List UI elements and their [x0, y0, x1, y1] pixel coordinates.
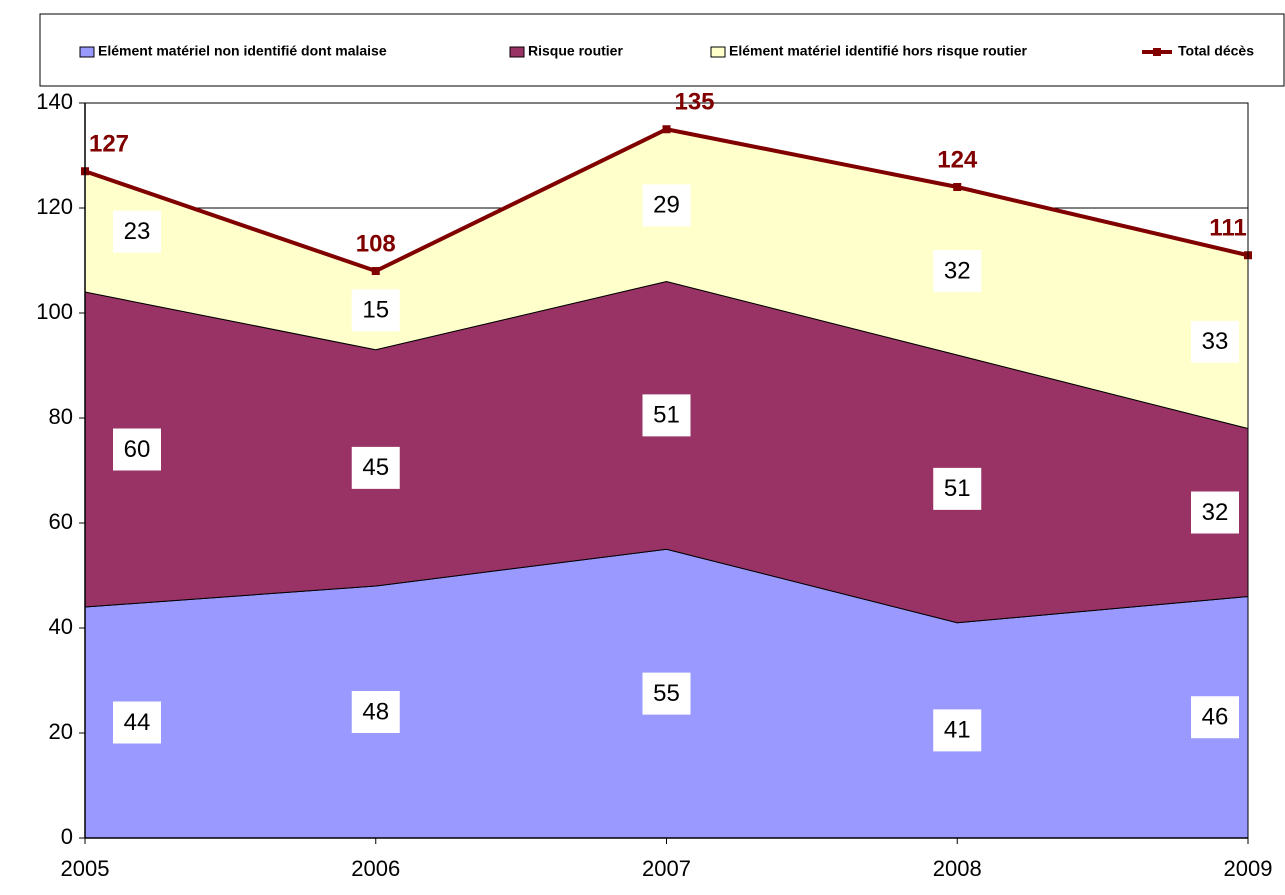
- x-tick-label: 2009: [1224, 856, 1273, 881]
- total-label: 124: [937, 146, 978, 173]
- data-label: 33: [1202, 328, 1229, 355]
- y-tick-label: 100: [36, 299, 73, 324]
- y-tick-label: 60: [49, 509, 73, 534]
- legend-marker: [1153, 48, 1161, 56]
- data-label: 51: [944, 475, 971, 502]
- data-label-box: [642, 184, 691, 227]
- y-tick-label: 120: [36, 194, 73, 219]
- data-label-box: [113, 428, 161, 471]
- y-tick-label: 20: [49, 719, 73, 744]
- data-label-box: [351, 691, 400, 733]
- legend-label: Total décès: [1178, 43, 1254, 59]
- legend-swatch: [79, 46, 95, 58]
- total-label: 111: [1209, 215, 1246, 242]
- legend-box: [39, 13, 1285, 87]
- data-label: 48: [362, 698, 389, 725]
- y-tick-label: 140: [36, 89, 73, 114]
- data-label-box: [933, 250, 982, 292]
- y-tick-label: 40: [49, 614, 73, 639]
- data-label-box: [351, 446, 400, 489]
- y-tick-label: 0: [61, 824, 73, 849]
- line-marker: [662, 125, 671, 134]
- legend-swatch: [710, 46, 726, 58]
- legend-swatch: [509, 46, 525, 58]
- data-label-box: [933, 467, 982, 510]
- data-label: 32: [944, 257, 971, 284]
- data-label: 51: [653, 402, 680, 429]
- line-marker: [953, 183, 962, 191]
- total-label: 127: [89, 131, 129, 158]
- x-tick-label: 2008: [933, 856, 982, 881]
- data-label-box: [933, 709, 982, 752]
- data-label-box: [113, 210, 161, 253]
- y-tick-label: 80: [49, 404, 73, 429]
- data-label-box: [642, 394, 691, 437]
- data-label: 23: [124, 218, 151, 245]
- data-label: 44: [124, 709, 151, 736]
- data-label: 41: [944, 717, 971, 744]
- data-label: 15: [362, 297, 389, 324]
- data-label: 46: [1202, 704, 1229, 731]
- x-tick-label: 2007: [642, 856, 691, 881]
- data-label: 29: [653, 192, 680, 219]
- data-label: 60: [124, 436, 151, 463]
- x-tick-label: 2006: [351, 856, 400, 881]
- legend-label: Elément matériel identifié hors risque r…: [729, 43, 1028, 59]
- legend-label: Risque routier: [528, 43, 623, 59]
- x-tick-label: 2005: [61, 856, 110, 881]
- data-label: 32: [1202, 499, 1229, 526]
- total-label: 108: [356, 230, 396, 257]
- data-label-box: [1191, 320, 1239, 363]
- line-marker: [371, 267, 380, 275]
- data-label-box: [642, 672, 691, 715]
- data-label-box: [351, 289, 400, 332]
- data-label-box: [1191, 491, 1239, 534]
- total-label: 135: [674, 89, 714, 116]
- data-label-box: [1191, 696, 1239, 739]
- data-label-box: [113, 701, 161, 744]
- data-label: 55: [653, 680, 680, 707]
- data-label: 45: [362, 454, 389, 481]
- legend-label: Elément matériel non identifié dont mala…: [98, 43, 387, 59]
